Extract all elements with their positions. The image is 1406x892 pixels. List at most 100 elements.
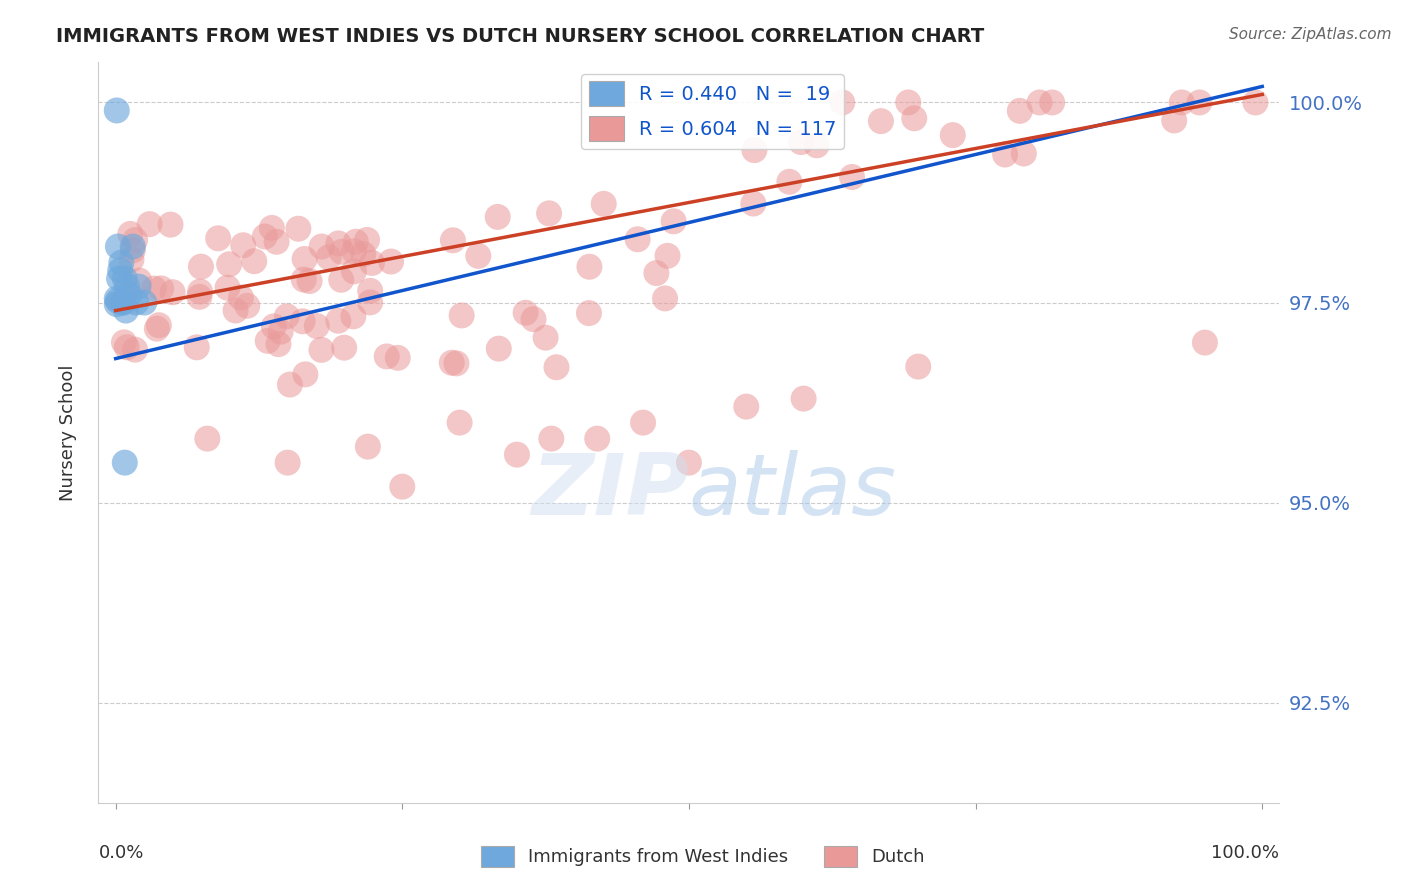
Dutch [138,217,160,231]
Immigrants from West Indies [134,295,156,310]
Dutch [1244,95,1267,110]
Dutch [263,319,285,334]
Dutch [112,335,135,350]
Dutch [311,343,333,357]
Immigrants from West Indies [110,255,132,269]
Dutch [506,448,529,462]
Dutch [678,456,700,470]
Dutch [277,456,299,470]
Legend: Immigrants from West Indies, Dutch: Immigrants from West Indies, Dutch [474,838,932,874]
Dutch [124,343,146,357]
Dutch [441,233,464,247]
Dutch [311,239,333,253]
Immigrants from West Indies [118,287,141,301]
Dutch [292,272,315,286]
Y-axis label: Nursery School: Nursery School [59,364,77,501]
Dutch [907,359,929,374]
Dutch [357,440,380,454]
Immigrants from West Indies [107,293,129,308]
Dutch [150,281,173,295]
Dutch [744,143,766,157]
Immigrants from West Indies [114,456,136,470]
Dutch [121,244,143,258]
Dutch [243,254,266,268]
Dutch [778,175,800,189]
Immigrants from West Indies [105,292,128,306]
Dutch [256,334,278,348]
Dutch [298,274,321,288]
Dutch [1188,95,1211,110]
Dutch [449,416,471,430]
Dutch [359,284,381,298]
Dutch [207,231,229,245]
Dutch [486,210,509,224]
Dutch [359,295,381,310]
Immigrants from West Indies [105,103,128,118]
Dutch [592,197,614,211]
Dutch [146,321,169,335]
Dutch [515,306,537,320]
Dutch [267,337,290,351]
Dutch [266,235,288,249]
Dutch [344,235,367,249]
Dutch [578,306,600,320]
Dutch [450,309,472,323]
Dutch [124,233,146,247]
Dutch [627,232,650,246]
Dutch [318,250,340,264]
Dutch [361,256,384,270]
Dutch [586,432,609,446]
Dutch [546,360,568,375]
Dutch [188,290,211,304]
Dutch [278,377,301,392]
Dutch [128,274,150,288]
Dutch [380,254,402,268]
Dutch [1194,335,1216,350]
Dutch [806,138,828,153]
Dutch [578,260,600,274]
Dutch [540,432,562,446]
Dutch [343,244,366,259]
Text: IMMIGRANTS FROM WEST INDIES VS DUTCH NURSERY SCHOOL CORRELATION CHART: IMMIGRANTS FROM WEST INDIES VS DUTCH NUR… [56,27,984,45]
Immigrants from West Indies [108,263,131,277]
Dutch [654,292,676,306]
Dutch [1028,95,1050,110]
Immigrants from West Indies [115,279,138,293]
Dutch [831,95,853,110]
Dutch [343,264,366,278]
Dutch [356,233,378,247]
Dutch [375,350,398,364]
Dutch [148,318,170,333]
Dutch [291,314,314,328]
Dutch [994,147,1017,161]
Dutch [260,221,283,235]
Legend: R = 0.440   N =  19, R = 0.604   N = 117: R = 0.440 N = 19, R = 0.604 N = 117 [581,74,845,149]
Dutch [120,252,142,267]
Dutch [742,196,765,211]
Dutch [657,249,679,263]
Dutch [217,281,239,295]
Dutch [305,318,328,333]
Dutch [790,135,813,149]
Dutch [1163,113,1185,128]
Immigrants from West Indies [108,271,131,285]
Dutch [328,314,350,328]
Text: 0.0%: 0.0% [98,844,143,862]
Immigrants from West Indies [112,295,135,310]
Dutch [294,252,316,266]
Immigrants from West Indies [105,297,128,311]
Dutch [662,214,685,228]
Immigrants from West Indies [128,279,150,293]
Dutch [188,285,211,299]
Dutch [897,95,920,110]
Dutch [120,227,142,241]
Dutch [488,342,510,356]
Dutch [294,368,316,382]
Immigrants from West Indies [111,295,134,310]
Dutch [115,340,138,354]
Dutch [538,206,561,220]
Dutch [225,303,247,318]
Dutch [229,291,252,305]
Dutch [522,312,544,326]
Text: 100.0%: 100.0% [1212,844,1279,862]
